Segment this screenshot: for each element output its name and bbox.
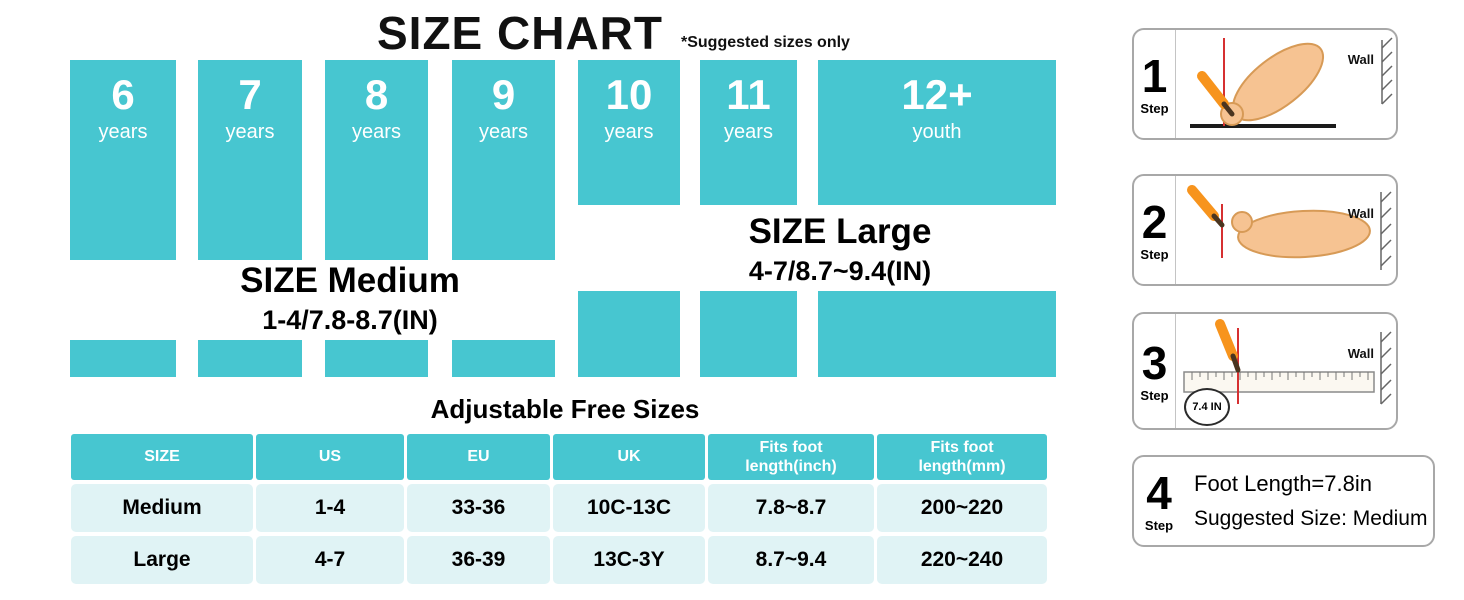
pencil-icon <box>1197 71 1235 117</box>
wall-label: Wall <box>1347 206 1374 221</box>
table-cell: 36-39 <box>407 536 550 584</box>
measurement-bubble: 7.4 IN <box>1184 388 1230 426</box>
step2-illustration <box>1187 185 1392 270</box>
table-row-large: Large 4-7 36-39 13C-3Y 8.7~9.4 220~240 <box>71 536 1047 584</box>
wall-label: Wall <box>1347 52 1374 67</box>
step-label: Step <box>1140 387 1169 403</box>
table-cell: 33-36 <box>407 484 550 532</box>
step3-illustration <box>1183 319 1392 405</box>
measurement-result: Foot Length=7.8in Suggested Size: Medium <box>1194 471 1427 531</box>
ruler-icon <box>1183 371 1375 393</box>
header-us: US <box>256 434 404 480</box>
size-medium-range: 1-4/7.8-8.7(IN) <box>262 304 438 335</box>
table-row-medium: Medium 1-4 33-36 10C-13C 7.8~8.7 200~220 <box>71 484 1047 532</box>
age-number: 9 <box>491 71 516 118</box>
foot-length-result: Foot Length=7.8in <box>1194 471 1372 496</box>
age-unit: youth <box>912 121 962 143</box>
table-cell: 1-4 <box>256 484 404 532</box>
step-4-box: 4 Step Foot Length=7.8in Suggested Size:… <box>1132 455 1435 547</box>
age-number: 7 <box>238 71 262 118</box>
suggested-size-result: Suggested Size: Medium <box>1194 507 1428 530</box>
page-title: SIZE CHART <box>377 7 663 59</box>
age-bar-6-strip <box>70 340 176 377</box>
step1-illustration <box>1190 37 1393 128</box>
table-cell: 8.7~9.4 <box>708 536 874 584</box>
suggested-sizes-note: *Suggested sizes only <box>681 34 850 51</box>
foot-icon <box>1231 209 1371 259</box>
foot-icon <box>1220 42 1325 126</box>
age-unit: years <box>352 121 401 143</box>
size-large-range: 4-7/8.7~9.4(IN) <box>748 255 932 286</box>
age-bar-8: 8 years <box>325 60 428 260</box>
step-3-box: 3 Step 7.4 IN Wall <box>1132 312 1398 430</box>
wall-hatch-icon <box>1380 191 1392 270</box>
age-bar-9: 9 years <box>452 60 555 260</box>
step-1-number-column: 1 Step <box>1134 30 1176 138</box>
pencil-icon <box>1215 319 1241 373</box>
pencil-icon <box>1187 185 1225 228</box>
size-medium-group: SIZE Medium 1-4/7.8-8.7(IN) <box>160 261 540 336</box>
table-header-row: SIZE US EU UK Fits foot length(inch) Fit… <box>71 434 1047 480</box>
table-cell: 13C-3Y <box>553 536 705 584</box>
age-bar-7: 7 years <box>198 60 302 260</box>
wall-label: Wall <box>1347 346 1374 361</box>
table-cell: Medium <box>71 484 253 532</box>
age-bar-6: 6 years <box>70 60 176 260</box>
step-3-number-column: 3 Step <box>1134 314 1176 428</box>
step-label: Step <box>1144 517 1174 533</box>
step-1-box: 1 Step Wall <box>1132 28 1398 140</box>
table-cell: Large <box>71 536 253 584</box>
header-size: SIZE <box>71 434 253 480</box>
size-table: SIZE US EU UK Fits foot length(inch) Fit… <box>68 430 1050 588</box>
age-number: 8 <box>364 71 389 118</box>
age-bar-10-block <box>578 291 680 377</box>
wall-hatch-icon <box>1380 331 1392 405</box>
table-cell: 200~220 <box>877 484 1047 532</box>
table-cell: 220~240 <box>877 536 1047 584</box>
step-4-number-column: 4 Step <box>1134 457 1184 545</box>
age-bar-12plus: 12+ youth <box>818 60 1056 205</box>
header-uk: UK <box>553 434 705 480</box>
age-bar-9-strip <box>452 340 555 377</box>
age-unit: years <box>225 121 275 143</box>
table-cell: 10C-13C <box>553 484 705 532</box>
age-bar-11-block <box>700 291 797 377</box>
step-number: 2 <box>1141 195 1168 248</box>
age-unit: years <box>604 121 654 143</box>
age-bar-10: 10 years <box>578 60 680 205</box>
step-number: 3 <box>1141 336 1168 389</box>
wall-hatch-icon <box>1381 37 1393 105</box>
header-foot-length-mm: Fits foot length(mm) <box>877 434 1047 480</box>
table-cell: 7.8~8.7 <box>708 484 874 532</box>
step-number: 1 <box>1141 49 1168 102</box>
age-number: 11 <box>726 71 771 118</box>
step-2-number-column: 2 Step <box>1134 176 1176 284</box>
size-medium-title: SIZE Medium <box>240 261 460 300</box>
table-cell: 4-7 <box>256 536 404 584</box>
step-2-box: 2 Step Wall <box>1132 174 1398 286</box>
age-unit: years <box>724 121 773 143</box>
size-large-group: SIZE Large 4-7/8.7~9.4(IN) <box>655 212 1025 287</box>
size-large-title: SIZE Large <box>748 212 932 251</box>
free-sizes-heading: Adjustable Free Sizes <box>430 394 700 424</box>
age-number: 10 <box>605 71 653 118</box>
step-number: 4 <box>1146 466 1172 519</box>
age-unit: years <box>98 121 148 143</box>
header-eu: EU <box>407 434 550 480</box>
step-label: Step <box>1140 246 1169 262</box>
age-bar-8-strip <box>325 340 428 377</box>
age-number: 6 <box>111 71 135 118</box>
step-label: Step <box>1140 100 1169 116</box>
age-bar-7-strip <box>198 340 302 377</box>
age-number: 12+ <box>901 71 973 118</box>
header-foot-length-inch: Fits foot length(inch) <box>708 434 874 480</box>
age-unit: years <box>479 121 528 143</box>
age-bar-12plus-block <box>818 291 1056 377</box>
age-bar-11: 11 years <box>700 60 797 205</box>
